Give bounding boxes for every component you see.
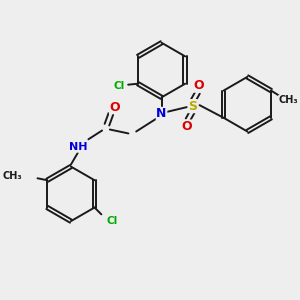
Text: Cl: Cl [114,81,125,91]
Text: NH: NH [69,142,88,152]
Text: CH₃: CH₃ [2,171,22,181]
Text: S: S [188,100,197,112]
Text: O: O [193,79,204,92]
Text: CH₃: CH₃ [279,95,298,105]
Text: Cl: Cl [106,216,118,226]
Text: O: O [110,100,120,114]
Text: O: O [182,120,192,133]
Text: N: N [156,107,167,120]
